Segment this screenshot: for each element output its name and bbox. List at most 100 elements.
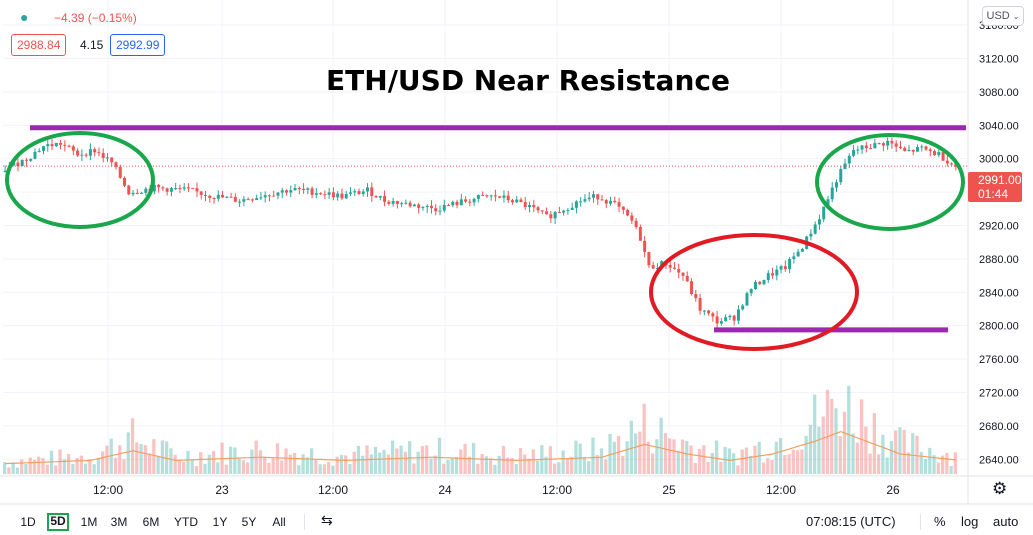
- volume-bar: [604, 459, 608, 474]
- candle-body: [174, 188, 178, 190]
- volume-bar: [518, 447, 523, 474]
- ask-price-box[interactable]: 2992.99: [110, 34, 166, 56]
- volume-bar: [761, 462, 766, 474]
- timeframe-1y[interactable]: 1Y: [212, 515, 228, 529]
- date-range-icon[interactable]: ⇆: [321, 512, 333, 528]
- clock-time[interactable]: 07:08:15 (UTC): [806, 514, 896, 529]
- candle-body: [263, 195, 267, 198]
- candle-body: [417, 204, 421, 208]
- y-tick-label: 2720.00: [979, 387, 1019, 399]
- candle-body: [903, 147, 907, 151]
- volume-bar: [531, 449, 535, 474]
- candle-body: [327, 192, 331, 195]
- candle-body: [779, 266, 783, 270]
- candle-body: [898, 146, 902, 148]
- candle-body: [864, 145, 868, 149]
- volume-bar: [625, 441, 629, 474]
- candle-body: [528, 204, 532, 208]
- timeframe-5d[interactable]: 5D: [47, 513, 69, 531]
- candle-body: [540, 210, 544, 212]
- candle-body: [12, 162, 16, 166]
- candle-body: [135, 192, 139, 194]
- candle-body: [97, 152, 101, 154]
- percent-toggle[interactable]: %: [934, 514, 946, 529]
- candle-body: [50, 144, 54, 147]
- volume-bar: [165, 441, 169, 474]
- candle-body: [178, 188, 182, 190]
- volume-bar: [510, 458, 514, 474]
- candle-body: [792, 256, 796, 260]
- volume-bar: [885, 457, 889, 474]
- timeframe-6m[interactable]: 6M: [142, 515, 160, 529]
- volume-bar: [373, 446, 378, 474]
- candle-body: [246, 199, 250, 201]
- x-tick-label: 26: [886, 483, 900, 497]
- volume-bar: [570, 456, 574, 474]
- volume-bar: [395, 448, 399, 474]
- chevron-down-icon: ⌄: [1012, 12, 1020, 21]
- volume-bar: [216, 462, 220, 474]
- volume-bar: [697, 448, 702, 474]
- y-tick-label: 3000.00: [979, 154, 1019, 166]
- volume-bar: [314, 459, 318, 474]
- auto-toggle[interactable]: auto: [993, 514, 1019, 529]
- candle-body: [626, 209, 630, 216]
- volume-bar: [774, 441, 778, 474]
- currency-dropdown[interactable]: USD ⌄: [982, 6, 1024, 26]
- candle-body: [114, 162, 118, 167]
- timeframe-ytd[interactable]: YTD: [174, 515, 198, 529]
- candle-body: [340, 193, 344, 199]
- volume-bar: [834, 408, 838, 474]
- bid-price-box[interactable]: 2988.84: [11, 34, 67, 56]
- volume-bar: [403, 451, 408, 474]
- volume-bar: [92, 464, 96, 474]
- circle-annotation-right: [815, 133, 965, 231]
- candle-body: [677, 268, 681, 273]
- volume-bar: [676, 450, 680, 474]
- volume-bar: [20, 459, 24, 474]
- volume-bar: [331, 465, 335, 474]
- timeframe-5y[interactable]: 5Y: [241, 515, 257, 529]
- y-tick-label: 3080.00: [979, 87, 1019, 99]
- candle-body: [383, 195, 387, 202]
- volume-bar: [126, 432, 130, 474]
- volume-bar: [378, 452, 382, 474]
- volume-bar: [655, 439, 659, 474]
- timeframe-all[interactable]: All: [272, 515, 286, 529]
- timeframe-1d[interactable]: 1D: [20, 515, 36, 529]
- candle-body: [374, 196, 378, 198]
- candle-body: [562, 210, 566, 213]
- log-toggle[interactable]: log: [961, 514, 979, 529]
- volume-bar: [732, 453, 736, 474]
- volume-bar: [118, 445, 122, 474]
- volume-bar: [442, 463, 446, 474]
- timeframe-3m[interactable]: 3M: [110, 515, 128, 529]
- volume-bar: [135, 442, 139, 474]
- candle-body: [745, 293, 749, 306]
- volume-bar: [493, 464, 497, 474]
- volume-bar: [616, 435, 621, 474]
- candle-body: [434, 208, 438, 212]
- candle-body: [140, 192, 144, 194]
- candle-body: [195, 188, 199, 192]
- candle-body: [110, 157, 114, 163]
- volume-bar: [190, 460, 194, 474]
- volume-bar: [821, 416, 825, 474]
- candle-body: [59, 142, 63, 145]
- y-tick-label: 2760.00: [979, 354, 1019, 366]
- candle-body: [293, 188, 297, 191]
- volume-bar: [800, 449, 804, 474]
- gear-icon[interactable]: ⚙: [992, 479, 1008, 498]
- candle-body: [161, 187, 165, 189]
- volume-bar: [945, 452, 949, 474]
- circle-annotation-left: [5, 131, 155, 229]
- candle-body: [481, 194, 485, 196]
- y-tick-label: 2680.00: [979, 421, 1019, 433]
- candle-body: [954, 164, 958, 167]
- candle-body: [928, 149, 932, 152]
- timeframe-1m[interactable]: 1M: [80, 515, 98, 529]
- candle-body: [685, 275, 689, 282]
- candle-body: [621, 206, 625, 210]
- spread-value: 4.15: [80, 38, 104, 52]
